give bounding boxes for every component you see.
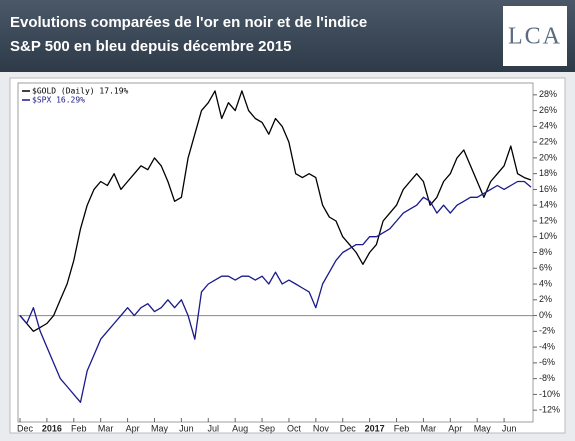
x-tick-label: Nov [313, 423, 330, 433]
y-tick-label: 28% [539, 89, 557, 99]
x-tick-label: Oct [287, 423, 302, 433]
y-tick-label: 14% [539, 200, 557, 210]
logo-box [503, 6, 567, 66]
x-tick-label: Sep [259, 423, 275, 433]
y-tick-label: 6% [539, 263, 552, 273]
x-tick-label: Dec [17, 423, 34, 433]
x-tick-label: Feb [394, 423, 410, 433]
x-tick-label: Apr [448, 423, 462, 433]
x-tick-label: 2016 [42, 423, 62, 433]
title-line: S&P 500 en bleu depuis décembre 2015 [10, 38, 292, 55]
x-tick-label: Aug [232, 423, 248, 433]
y-tick-label: -10% [539, 389, 560, 399]
legend-label: $SPX 16.29% [32, 96, 85, 105]
y-tick-label: 12% [539, 215, 557, 225]
series-line [19, 90, 532, 332]
y-tick-label: -8% [539, 373, 555, 383]
title-line: Evolutions comparées de l'or en noir et … [10, 14, 367, 31]
x-tick-label: Jun [179, 423, 194, 433]
y-tick-label: 26% [539, 105, 557, 115]
x-tick-label: Jul [208, 423, 220, 433]
y-tick-label: -6% [539, 357, 555, 367]
y-tick-label: 2% [539, 294, 552, 304]
y-tick-label: 8% [539, 247, 552, 257]
y-tick-label: 24% [539, 121, 557, 131]
series-line [19, 180, 532, 403]
legend-label: $GOLD (Daily) 17.19% [32, 87, 129, 96]
y-tick-label: 10% [539, 231, 557, 241]
x-tick-label: May [474, 423, 492, 433]
y-tick-label: 20% [539, 152, 557, 162]
y-tick-label: -2% [539, 326, 555, 336]
y-tick-label: -4% [539, 341, 555, 351]
x-tick-label: Mar [98, 423, 114, 433]
x-tick-label: Apr [126, 423, 140, 433]
x-tick-label: Dec [340, 423, 357, 433]
x-tick-label: Feb [71, 423, 87, 433]
x-tick-label: Mar [421, 423, 437, 433]
y-tick-label: -12% [539, 405, 560, 415]
y-tick-label: 16% [539, 184, 557, 194]
y-tick-label: 0% [539, 310, 552, 320]
y-tick-label: 4% [539, 278, 552, 288]
x-tick-label: 2017 [365, 423, 385, 433]
plot-area [17, 82, 534, 423]
y-tick-label: 18% [539, 168, 557, 178]
x-tick-label: Jun [502, 423, 517, 433]
logo: LCA [508, 24, 562, 50]
x-tick-label: May [151, 423, 169, 433]
header [0, 0, 575, 72]
y-tick-label: 22% [539, 137, 557, 147]
